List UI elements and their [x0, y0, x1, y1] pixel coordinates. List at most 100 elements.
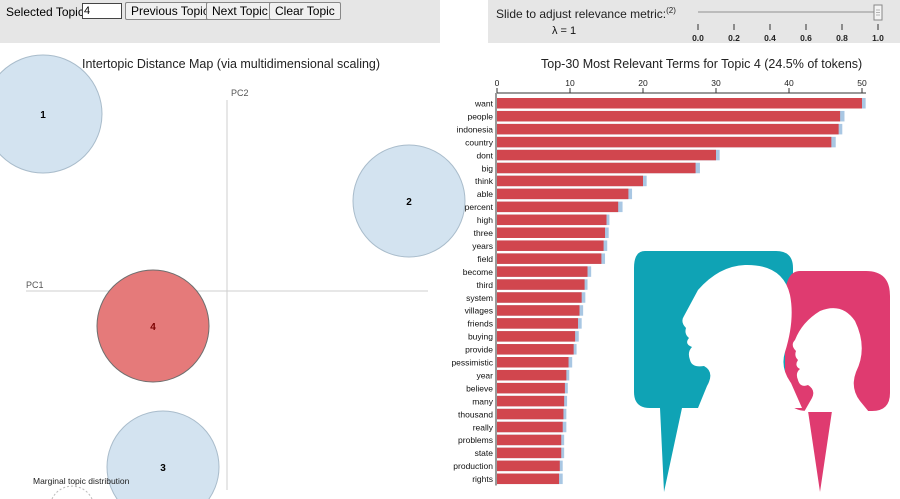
- term-label-able[interactable]: able: [477, 189, 493, 199]
- topic-circle-2[interactable]: 2: [352, 144, 466, 258]
- term-label-problems[interactable]: problems: [458, 435, 493, 445]
- topic-2-label: 2: [406, 197, 412, 208]
- bar-topic-percent[interactable]: [497, 201, 619, 213]
- bar-topic-years[interactable]: [497, 240, 604, 251]
- topic-4-label: 4: [150, 322, 156, 333]
- relevant-terms-bar-chart: 0 10 20 30 40 50 want people indonesia country don…: [451, 78, 867, 486]
- marginal-distribution-label: Marginal topic distribution: [33, 476, 130, 486]
- bar-topic-field[interactable]: [497, 253, 602, 264]
- bar-topic-provide[interactable]: [497, 344, 574, 355]
- selected-topic-input[interactable]: [82, 3, 122, 19]
- term-label-villages[interactable]: villages: [465, 306, 493, 316]
- bar-topic-rights[interactable]: [497, 473, 560, 485]
- term-label-state[interactable]: state: [475, 448, 494, 458]
- term-label-really[interactable]: really: [473, 422, 494, 432]
- bar-topic-dont[interactable]: [497, 149, 716, 161]
- bar-topic-villages[interactable]: [497, 305, 580, 316]
- bar-topic-believe[interactable]: [497, 382, 565, 394]
- term-label-rights[interactable]: rights: [472, 474, 493, 484]
- topic-circle-4[interactable]: 4: [96, 269, 210, 383]
- x-tick-label: 30: [711, 78, 721, 88]
- term-label-thousand[interactable]: thousand: [458, 409, 493, 419]
- term-label-buying[interactable]: buying: [468, 332, 493, 342]
- lambda-value: λ = 1: [552, 25, 577, 37]
- bar-topic-problems[interactable]: [497, 434, 562, 446]
- term-label-dont[interactable]: dont: [476, 150, 493, 160]
- bar-topic-thousand[interactable]: [497, 408, 564, 420]
- slider-tick-label: 0.8: [836, 33, 848, 43]
- bar-topic-think[interactable]: [497, 175, 643, 187]
- bar-topic-high[interactable]: [497, 214, 607, 226]
- clear-topic-button[interactable]: Clear Topic: [269, 2, 341, 20]
- selected-topic-label: Selected Topic:: [6, 5, 88, 19]
- term-label-want[interactable]: want: [474, 99, 494, 109]
- pc1-label: PC1: [26, 280, 44, 290]
- bar-topic-able[interactable]: [497, 188, 629, 200]
- slider-tick-label: 0.4: [764, 33, 776, 43]
- term-label-friends[interactable]: friends: [467, 319, 493, 329]
- previous-topic-button[interactable]: Previous Topic: [125, 2, 215, 20]
- term-label-think[interactable]: think: [475, 176, 494, 186]
- slider-label: Slide to adjust relevance metric:(2): [496, 6, 676, 21]
- term-label-believe[interactable]: believe: [466, 383, 493, 393]
- topic-circle-1[interactable]: 1: [0, 54, 103, 174]
- term-label-indonesia[interactable]: indonesia: [457, 124, 494, 134]
- bar-chart-title: Top-30 Most Relevant Terms for Topic 4 (…: [541, 57, 863, 71]
- term-label-big[interactable]: big: [482, 163, 494, 173]
- marginal-distribution-circle: [51, 485, 93, 499]
- bar-topic-buying[interactable]: [497, 331, 576, 342]
- term-label-years[interactable]: years: [472, 241, 493, 251]
- topic-circle-3[interactable]: 3: [106, 410, 220, 499]
- next-topic-button[interactable]: Next Topic: [206, 2, 274, 20]
- relevance-slider[interactable]: 0.0 0.2 0.4 0.6 0.8 1.0: [692, 4, 884, 43]
- x-tick-label: 0: [495, 78, 500, 88]
- bar-topic-state[interactable]: [497, 447, 562, 459]
- term-label-many[interactable]: many: [472, 396, 494, 406]
- term-label-high[interactable]: high: [477, 215, 493, 225]
- term-label-third[interactable]: third: [476, 280, 493, 290]
- bar-topic-big[interactable]: [497, 162, 696, 174]
- bar-topic-three[interactable]: [497, 227, 606, 239]
- bar-topic-really[interactable]: [497, 421, 563, 433]
- slider-tick-label: 0.0: [692, 33, 704, 43]
- x-tick-label: 50: [857, 78, 867, 88]
- term-label-people[interactable]: people: [467, 111, 493, 121]
- bar-topic-become[interactable]: [497, 266, 588, 277]
- slider-tick-label: 0.6: [800, 33, 812, 43]
- x-tick-label: 20: [638, 78, 648, 88]
- term-label-country[interactable]: country: [465, 137, 494, 147]
- term-label-provide[interactable]: provide: [465, 345, 493, 355]
- topic-1-label: 1: [40, 110, 46, 121]
- term-label-percent[interactable]: percent: [465, 202, 494, 212]
- term-label-become[interactable]: become: [463, 267, 494, 277]
- term-label-field[interactable]: field: [477, 254, 493, 264]
- x-tick-label: 40: [784, 78, 794, 88]
- topic-controls-bar: Selected Topic: Previous Topic Next Topi…: [0, 0, 440, 43]
- bar-topic-country[interactable]: [497, 136, 832, 148]
- slider-footnote: (2): [666, 6, 676, 15]
- bar-topic-people[interactable]: [497, 110, 841, 122]
- term-label-three[interactable]: three: [474, 228, 494, 238]
- term-label-pessimistic[interactable]: pessimistic: [451, 358, 493, 368]
- topic-3-label: 3: [160, 463, 166, 474]
- bar-topic-pessimistic[interactable]: [497, 357, 569, 368]
- bar-topic-indonesia[interactable]: [497, 123, 839, 135]
- bar-topic-year[interactable]: [497, 369, 567, 381]
- term-label-production[interactable]: production: [453, 461, 493, 471]
- term-label-year[interactable]: year: [476, 370, 493, 380]
- bar-topic-many[interactable]: [497, 395, 565, 407]
- bar-topic-want[interactable]: [497, 98, 862, 109]
- bar-topic-third[interactable]: [497, 279, 585, 290]
- relevance-slider-panel: Slide to adjust relevance metric:(2) λ =…: [488, 0, 900, 43]
- slider-tick-label: 0.2: [728, 33, 740, 43]
- pc2-label: PC2: [231, 88, 249, 98]
- bar-topic-friends[interactable]: [497, 318, 579, 329]
- term-label-system[interactable]: system: [466, 293, 493, 303]
- distance-map-title: Intertopic Distance Map (via multidimens…: [82, 57, 381, 71]
- bar-topic-system[interactable]: [497, 292, 582, 303]
- slider-tick-label: 1.0: [872, 33, 884, 43]
- speech-bubble-heads-graphic: [634, 251, 890, 492]
- x-tick-label: 10: [565, 78, 575, 88]
- bar-topic-production[interactable]: [497, 460, 560, 472]
